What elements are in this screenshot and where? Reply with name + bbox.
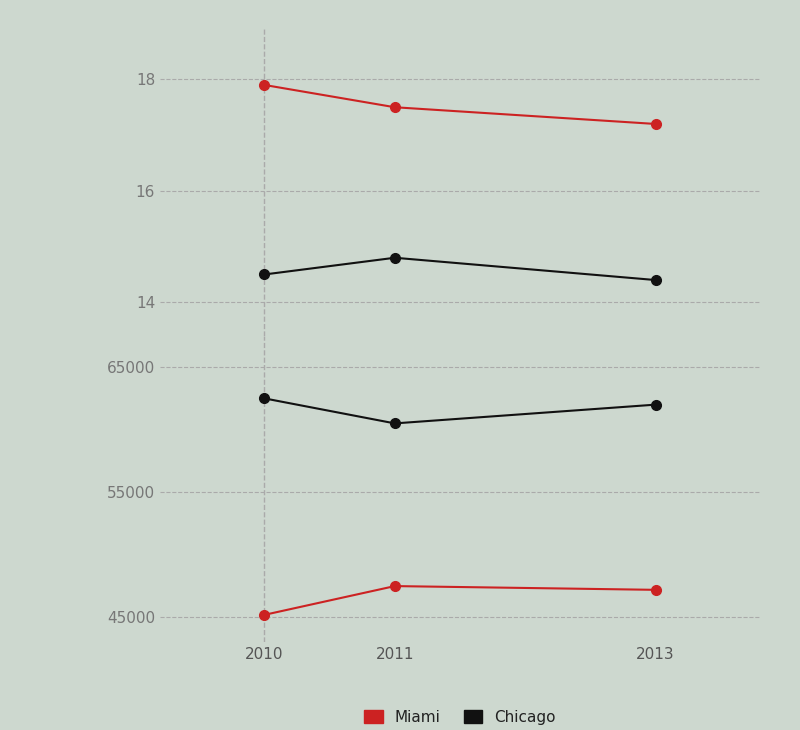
Chicago xyxy=(651,276,661,285)
Legend: Miami, Chicago: Miami, Chicago xyxy=(360,399,560,423)
Miami xyxy=(259,80,269,89)
Chicago xyxy=(259,270,269,279)
Legend: Miami, Chicago: Miami, Chicago xyxy=(360,705,560,729)
Line: Miami: Miami xyxy=(259,80,661,128)
Line: Chicago: Chicago xyxy=(259,393,661,429)
Chicago xyxy=(651,400,661,409)
Line: Chicago: Chicago xyxy=(259,253,661,285)
Miami xyxy=(259,610,269,619)
Chicago xyxy=(259,394,269,403)
Line: Miami: Miami xyxy=(259,581,661,620)
Chicago xyxy=(390,253,399,262)
Miami xyxy=(390,103,399,112)
Chicago xyxy=(390,419,399,428)
Miami xyxy=(651,120,661,128)
Miami xyxy=(390,582,399,591)
Miami xyxy=(651,585,661,594)
